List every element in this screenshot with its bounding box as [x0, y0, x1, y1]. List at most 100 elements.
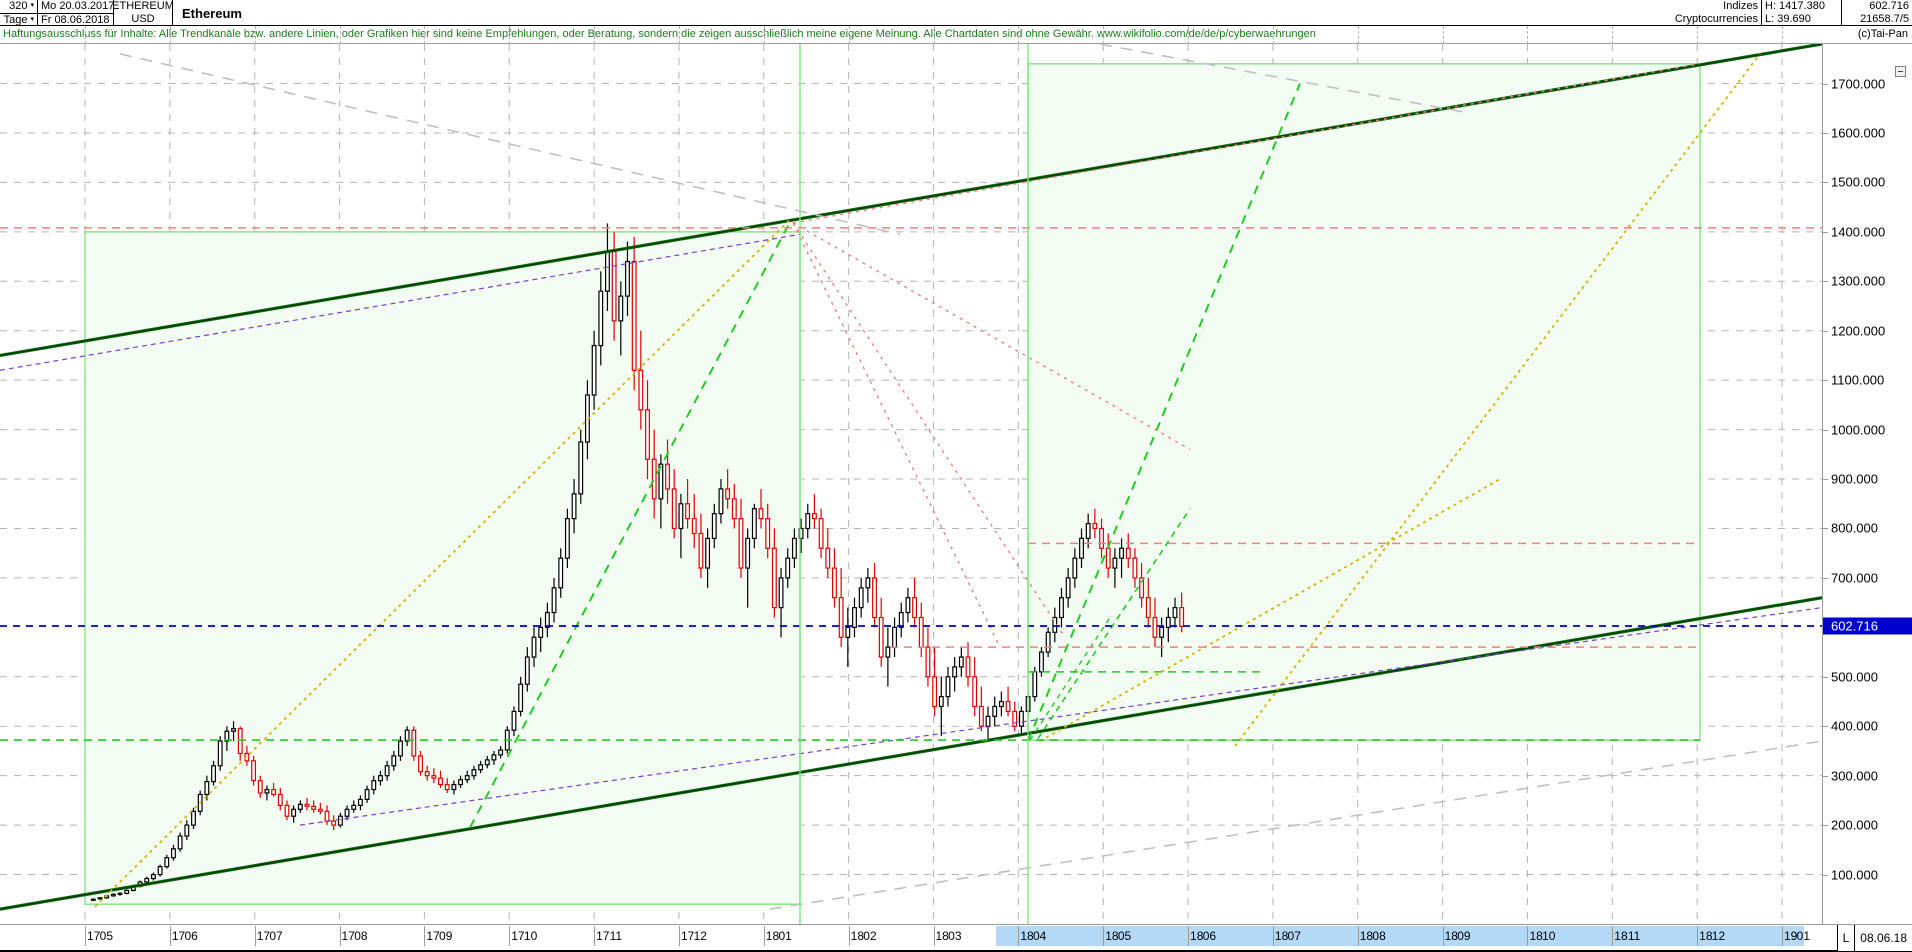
date-axis-tick-month: 01	[778, 929, 792, 943]
chevron-down-icon-2[interactable]: ▾	[30, 15, 34, 23]
date-axis-tick-year: 18	[1444, 929, 1458, 943]
period-low: L: 39.690	[1765, 13, 1811, 25]
price-axis-tickmark	[1823, 775, 1828, 777]
date-axis-tick-year: 18	[1105, 929, 1119, 943]
price-axis-tickmark	[1823, 874, 1828, 876]
currency-code: USD	[131, 13, 155, 25]
price-axis-tick: 1100.000	[1831, 372, 1885, 388]
date-axis-tick-month: 09	[1457, 929, 1471, 943]
disclaimer-tickmark	[1782, 26, 1783, 44]
status-bar: L 08.06.18	[1836, 925, 1912, 951]
category-line2-row: Cryptocurrencies	[1652, 13, 1761, 26]
date-axis-tick-year: 17	[596, 929, 610, 943]
price-axis-tick: 400.000	[1831, 718, 1878, 734]
disclaimer-tickmark	[594, 26, 596, 44]
date-axis-tick-month: 06	[184, 929, 198, 943]
disclaimer-tickmark	[1697, 26, 1699, 44]
trendline-overlay[interactable]	[0, 44, 1822, 924]
date-axis-separator	[1697, 926, 1699, 946]
disclaimer-tickmark	[1612, 26, 1614, 44]
chevron-down-icon[interactable]: ▾	[30, 2, 34, 9]
date-axis-tick-month: 10	[523, 929, 538, 943]
category-cell[interactable]: Indizes Cryptocurrencies	[1652, 0, 1762, 26]
date-axis-separator	[763, 926, 765, 946]
price-axis-tickmark	[1823, 528, 1828, 530]
price-axis-tickmark	[1823, 577, 1828, 579]
disclaimer-bar: Haftungsausschluss für Inhalte: Alle Tre…	[0, 26, 1912, 44]
price-axis-tick: 1300.000	[1831, 273, 1886, 289]
price-axis-tickmark	[1823, 132, 1828, 134]
disclaimer-tickmark	[1188, 26, 1190, 44]
price-axis-tickmark	[1823, 429, 1828, 431]
date-axis-tick-month: 07	[269, 929, 283, 943]
date-axis-separator	[594, 926, 596, 946]
price-axis-tickmark	[1823, 330, 1828, 332]
date-axis[interactable]: L 08.06.18 05 17 06 17 07 17 08 17 09 17 10 17 11 17 1…	[0, 924, 1912, 952]
date-axis-tick-month: 07	[1287, 929, 1301, 943]
date-axis-selection-band[interactable]	[996, 926, 1804, 946]
date-axis-tick-year: 18	[1699, 929, 1713, 943]
disclaimer-tickmark	[339, 26, 341, 44]
disclaimer-tickmark	[85, 26, 86, 44]
disclaimer-tickmark	[424, 26, 426, 44]
last-price-row: 602.716	[1842, 0, 1912, 13]
price-axis-tick: 500.000	[1831, 669, 1878, 685]
date-axis-separator	[1188, 926, 1190, 946]
date-from: Mo 20.03.2017	[41, 0, 115, 12]
date-axis-tick-month: 08	[1372, 929, 1386, 943]
interval-unit-row[interactable]: Tage ▾	[0, 13, 37, 26]
date-axis-separator	[933, 926, 935, 946]
date-axis-tick-year: 17	[87, 929, 101, 943]
price-axis-tick: 300.000	[1831, 768, 1878, 784]
date-axis-tick-year: 18	[765, 929, 780, 943]
category-line1-row: Indizes	[1652, 0, 1761, 13]
date-axis-tick-month: 05	[1117, 929, 1132, 943]
symbol-row: ETHEREUM	[112, 0, 174, 13]
disclaimer-tickmark	[1103, 26, 1105, 44]
date-axis-tick-year: 18	[935, 929, 949, 943]
category-group-label: Cryptocurrencies	[1674, 13, 1758, 25]
price-axis-tickmark	[1823, 479, 1828, 481]
chart-container[interactable]: 602.716 1700.000 1600.000 1500.000 1400.000…	[0, 44, 1912, 952]
date-range-cell[interactable]: Mo 20.03.2017 Fr 08.06.2018	[38, 0, 114, 26]
status-date: 08.06.18	[1854, 925, 1912, 951]
price-axis-tick: 1700.000	[1831, 76, 1886, 92]
disclaimer-tickmark	[933, 26, 935, 44]
date-axis-separator	[509, 926, 511, 946]
date-axis-tick-month: 04	[1032, 929, 1047, 943]
price-axis-tick: 900.000	[1831, 471, 1878, 487]
symbol-cell[interactable]: ETHEREUM USD	[112, 0, 174, 26]
date-to-row[interactable]: Fr 08.06.2018	[38, 13, 113, 26]
last-price: 602.716	[1869, 0, 1909, 12]
date-axis-tick-year: 18	[1274, 929, 1289, 943]
disclaimer-tickmark	[1018, 26, 1020, 44]
interval-selector-cell[interactable]: 320 ▾ Tage ▾	[0, 0, 38, 26]
date-axis-tick-year: 18	[1359, 929, 1374, 943]
disclaimer-tickmark	[1357, 26, 1359, 44]
date-from-row[interactable]: Mo 20.03.2017	[38, 0, 115, 13]
chart-annotation-shapes[interactable]	[0, 44, 1822, 924]
axis-baseline	[0, 950, 1912, 952]
chart-header: 320 ▾ Tage ▾ Mo 20.03.2017 Fr 08.06.2018…	[0, 0, 1912, 26]
low-row: L: 39.690	[1762, 13, 1841, 26]
date-axis-tick-year: 18	[850, 929, 864, 943]
price-axis-tickmark	[1823, 182, 1828, 184]
price-axis-tick: 1600.000	[1831, 125, 1886, 141]
volume-row: 21658.7/5	[1842, 13, 1912, 26]
date-axis-tick-year: 17	[171, 929, 186, 943]
interval-value-row[interactable]: 320 ▾	[0, 0, 37, 13]
chart-plot-area[interactable]	[0, 44, 1822, 924]
collapse-icon[interactable]	[1895, 66, 1906, 77]
date-axis-separator	[1442, 926, 1444, 946]
date-axis-separator	[85, 926, 86, 946]
date-axis-tick-month: 12	[693, 929, 707, 943]
date-axis-tick-month: 10	[1542, 929, 1556, 943]
price-axis-tickmark	[1823, 83, 1828, 85]
disclaimer-tickmark	[1527, 26, 1529, 44]
date-axis-tick-month: 05	[99, 929, 113, 943]
page-title-row: Ethereum	[179, 0, 1652, 26]
price-axis[interactable]: 602.716 1700.000 1600.000 1500.000 1400.000…	[1822, 44, 1912, 924]
date-axis-separator	[254, 926, 256, 946]
date-axis-tick-month: 03	[948, 929, 962, 943]
status-flag: L	[1836, 925, 1855, 951]
